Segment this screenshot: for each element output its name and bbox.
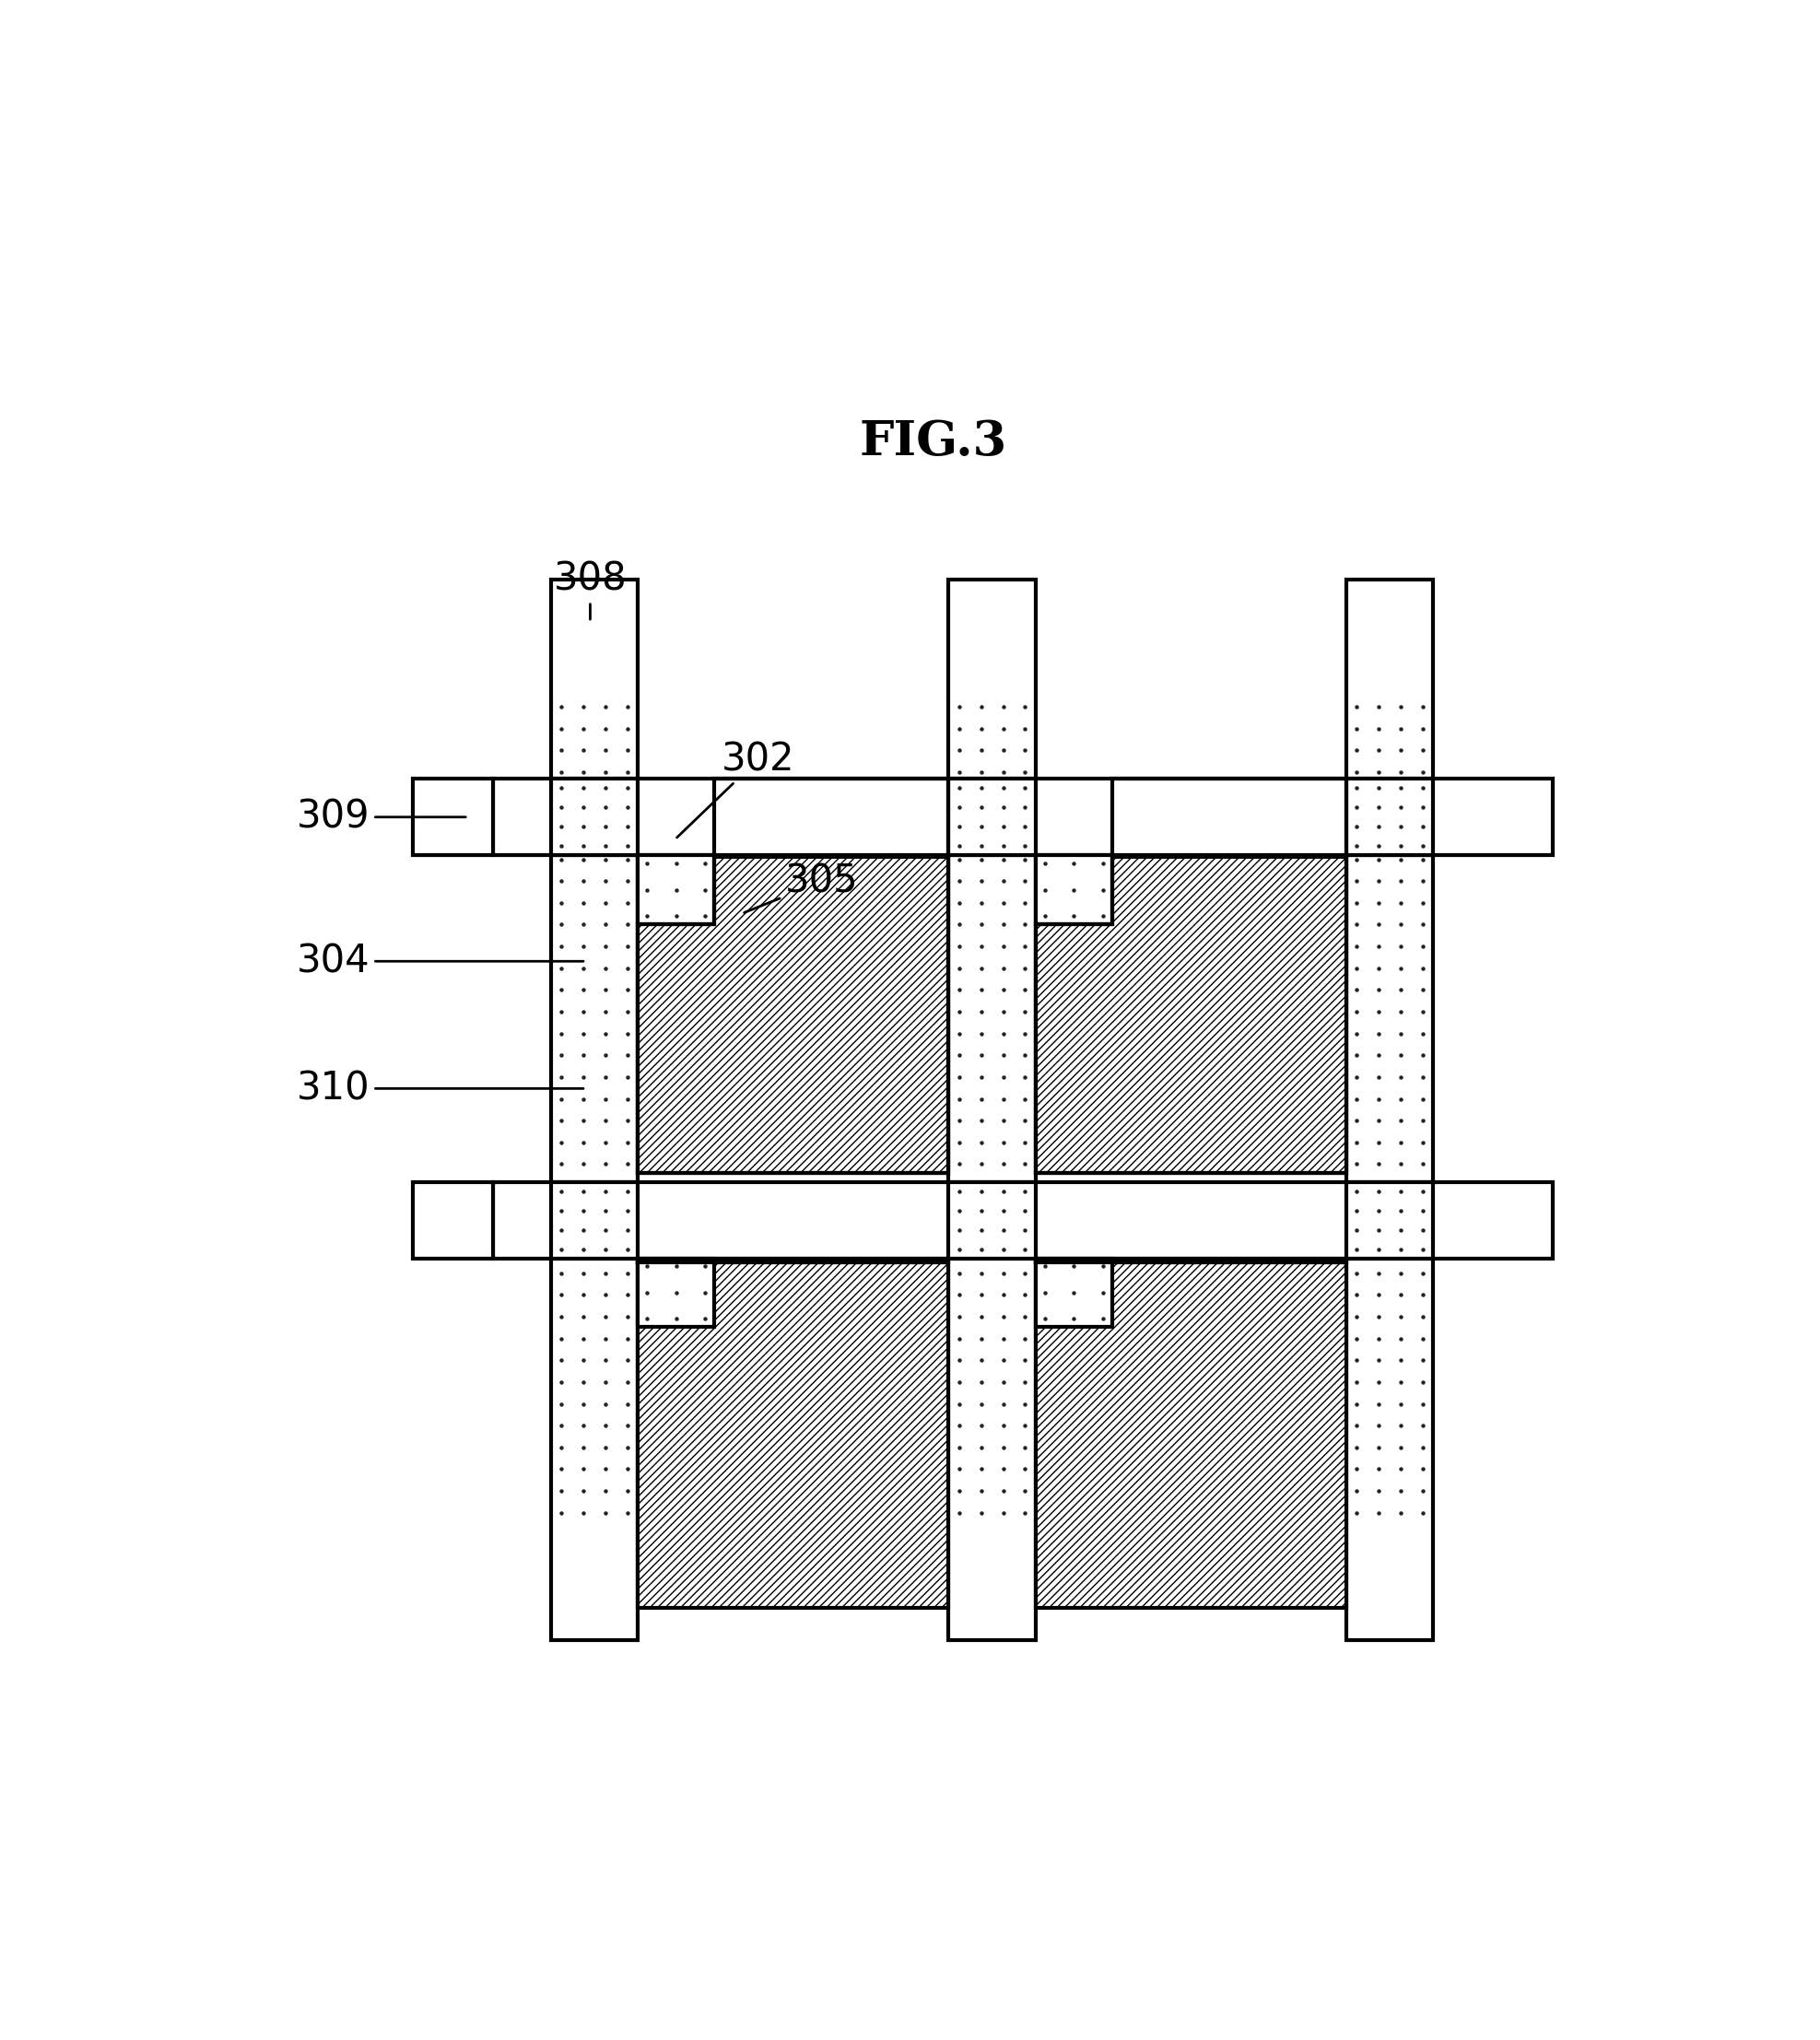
Bar [493, 1181, 1552, 1259]
Bar [1347, 1181, 1434, 1259]
Bar [1036, 1259, 1112, 1328]
Text: 304: 304 [297, 942, 584, 981]
Text: 308: 308 [553, 561, 626, 620]
Bar [413, 779, 493, 855]
Bar [413, 1181, 493, 1259]
Bar [639, 1259, 713, 1328]
Text: FIG.3: FIG.3 [859, 418, 1006, 465]
Text: 305: 305 [744, 863, 857, 912]
Bar [551, 579, 639, 1640]
Text: 309: 309 [297, 798, 466, 836]
Bar [1036, 855, 1112, 924]
Bar [948, 579, 1036, 1640]
Bar [493, 779, 1552, 855]
Bar [551, 1181, 639, 1259]
Bar [639, 1263, 948, 1608]
Bar [1036, 857, 1347, 1173]
Bar [639, 855, 713, 924]
Bar [1036, 1263, 1347, 1608]
Bar [551, 779, 639, 855]
Bar [1347, 779, 1434, 855]
Bar [948, 779, 1036, 855]
Bar [1347, 579, 1434, 1640]
Bar [639, 857, 948, 1173]
Bar [948, 1181, 1036, 1259]
Text: 302: 302 [677, 741, 794, 838]
Text: 310: 310 [297, 1069, 584, 1108]
